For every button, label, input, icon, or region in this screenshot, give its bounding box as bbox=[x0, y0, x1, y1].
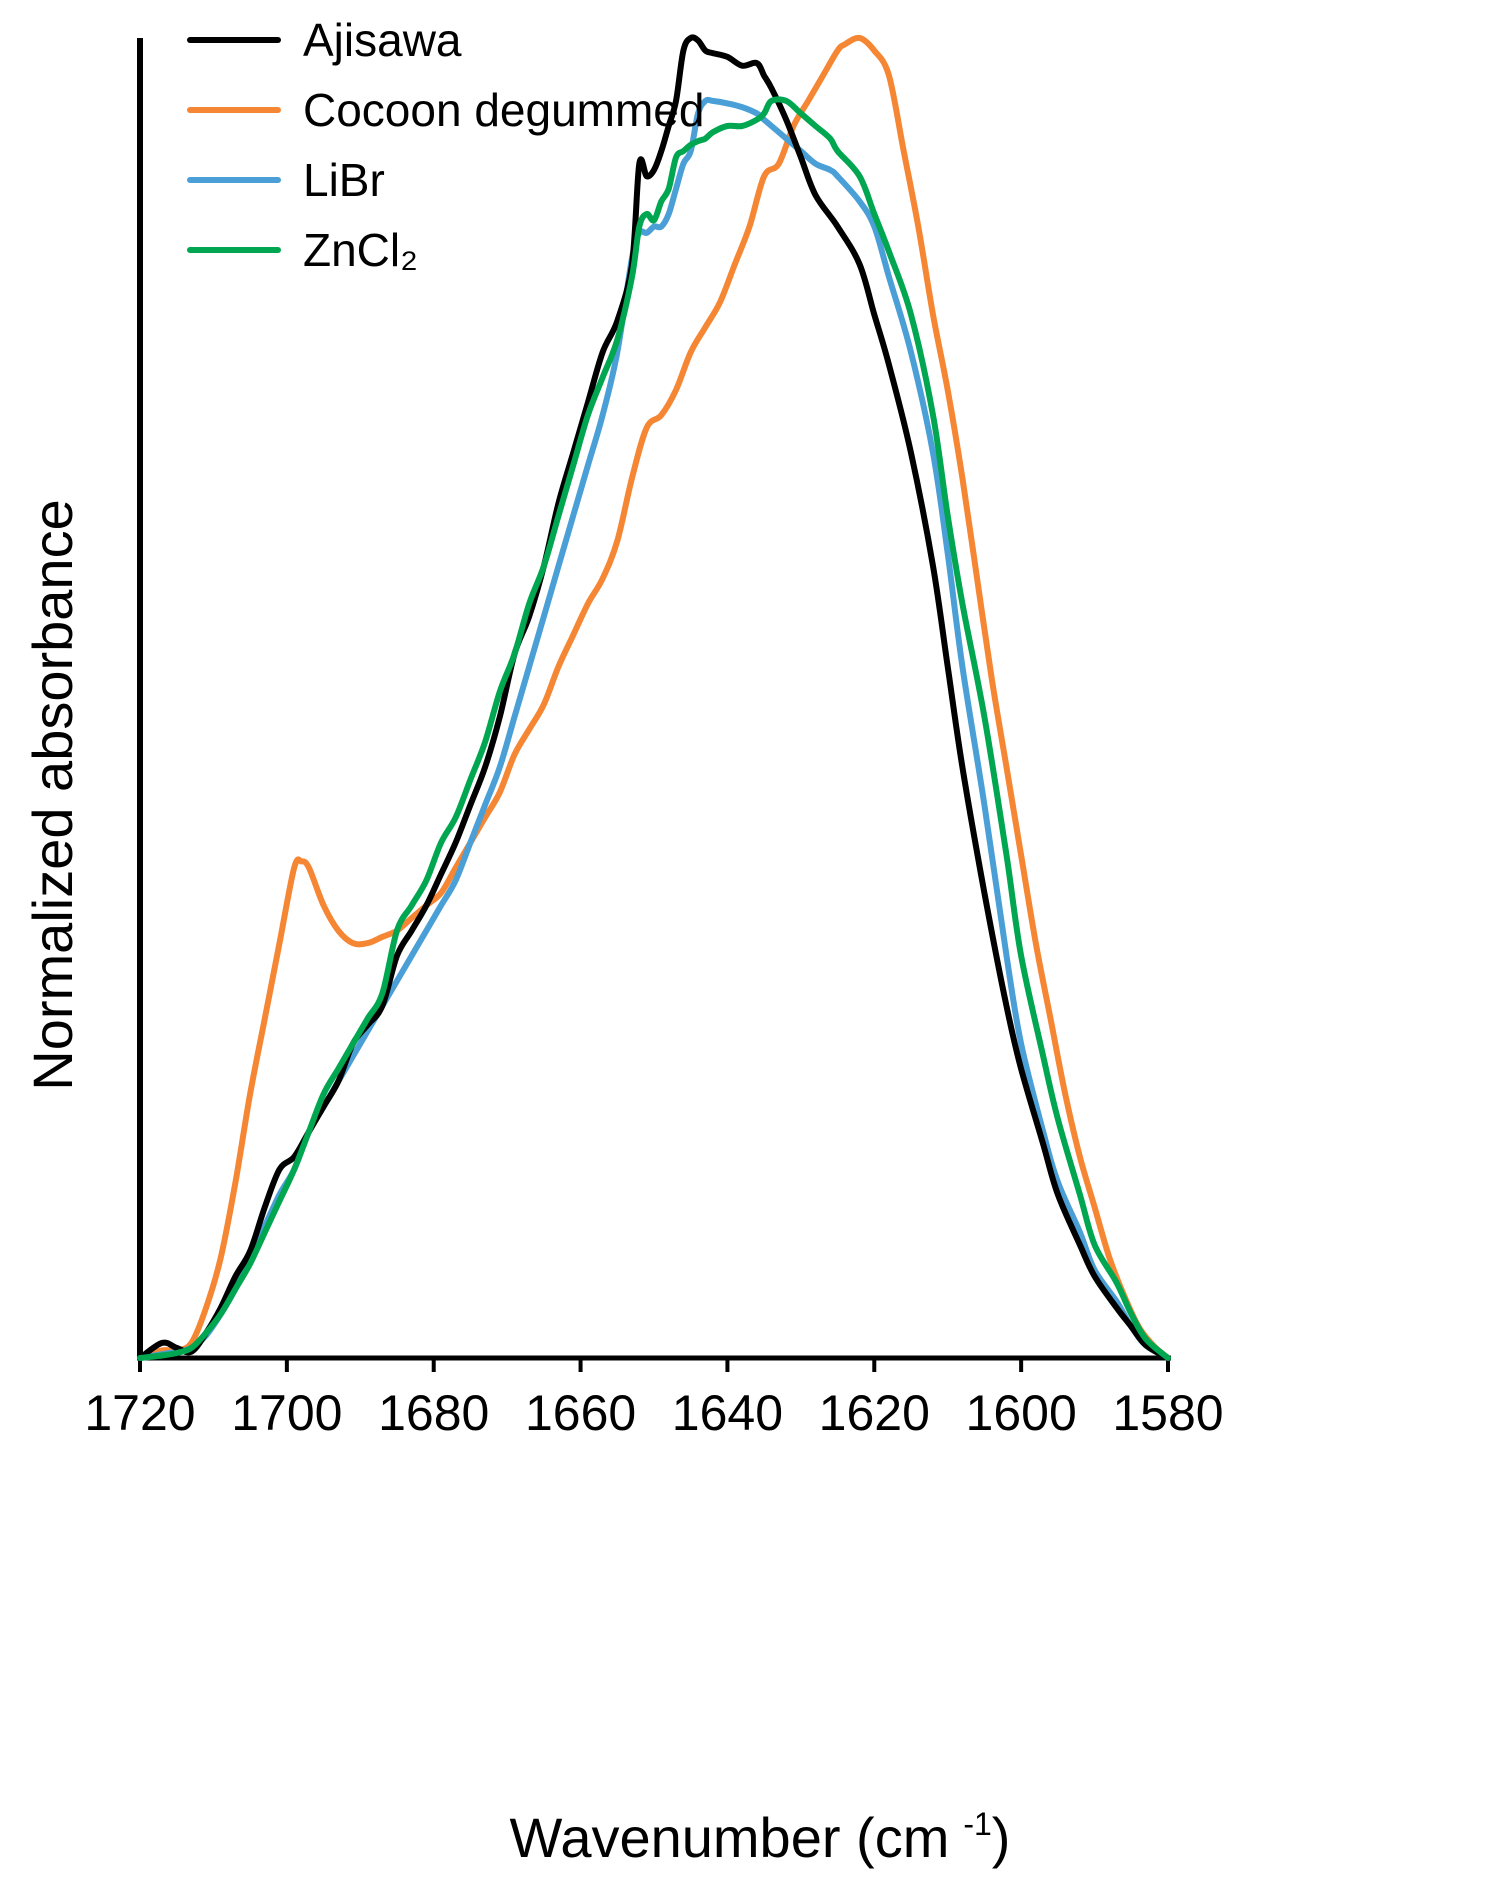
x-axis-title-main: Wavenumber (cm bbox=[510, 1806, 950, 1869]
x-axis-title: Wavenumber (cm -1) bbox=[510, 1806, 1011, 1869]
series-line-ajisawa bbox=[137, 34, 1171, 1361]
x-axis-title-unit-sup: -1 bbox=[963, 1806, 991, 1842]
x-tick-label: 1580 bbox=[1112, 1385, 1223, 1441]
x-tick-label: 1700 bbox=[231, 1385, 342, 1441]
legend-label-zncl: ZnCl₂ bbox=[303, 224, 418, 276]
legend-label-libr: LiBr bbox=[303, 154, 385, 206]
legend-label-ajisawa: Ajisawa bbox=[303, 14, 462, 66]
y-axis-title: Normalized absorbance bbox=[21, 499, 84, 1090]
x-axis-title-close: ) bbox=[992, 1806, 1011, 1869]
series-line-zncl bbox=[137, 96, 1171, 1361]
x-tick-label: 1600 bbox=[966, 1385, 1077, 1441]
axes: 1720 1700 1680 1660 1640 1620 1600 1580 bbox=[84, 38, 1224, 1441]
series-layer bbox=[137, 34, 1171, 1361]
x-tick-label: 1720 bbox=[84, 1385, 195, 1441]
x-tick-label: 1660 bbox=[525, 1385, 636, 1441]
series-line-cocoon-degummed bbox=[137, 34, 1171, 1361]
x-tick-label: 1680 bbox=[378, 1385, 489, 1441]
x-tick-label: 1620 bbox=[819, 1385, 930, 1441]
legend: Ajisawa Cocoon degummed LiBr ZnCl₂ bbox=[187, 14, 704, 276]
legend-label-cocoon-degummed: Cocoon degummed bbox=[303, 84, 704, 136]
x-tick-label: 1640 bbox=[672, 1385, 783, 1441]
